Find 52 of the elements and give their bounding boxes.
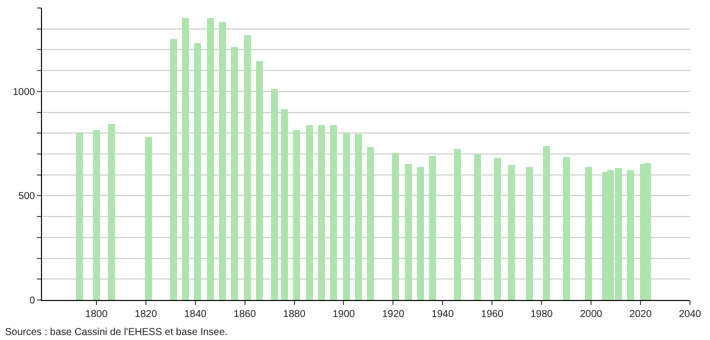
bar <box>563 157 570 300</box>
bar <box>306 125 313 300</box>
y-tick-label: 0 <box>29 296 36 306</box>
bar <box>194 43 201 300</box>
bar <box>526 167 533 300</box>
x-tick-label: 2000 <box>580 309 603 320</box>
x-tick-label: 1900 <box>332 309 356 320</box>
x-tick-label: 1940 <box>432 309 454 320</box>
x-tick-label: 1980 <box>530 309 554 320</box>
source-note: Sources : base Cassini de l'EHESS et base Insee. <box>5 327 228 338</box>
bar <box>256 61 263 300</box>
bar <box>330 125 337 300</box>
x-tick-label: 1840 <box>184 309 207 320</box>
x-tick-label: 1960 <box>481 309 504 320</box>
y-tick-label: 1000 <box>12 86 36 98</box>
bar <box>293 130 300 300</box>
bar <box>170 39 177 300</box>
bar <box>231 47 238 300</box>
bar <box>644 163 651 300</box>
bar <box>508 165 515 300</box>
bar <box>244 35 251 300</box>
bar <box>585 167 592 300</box>
bar <box>454 149 461 300</box>
bar <box>392 153 399 300</box>
bar <box>417 167 424 300</box>
bar <box>543 146 550 300</box>
x-tick-label: 1860 <box>234 309 256 320</box>
x-tick-label: 2020 <box>629 309 652 320</box>
bar <box>93 130 100 300</box>
bar <box>405 164 412 300</box>
bar <box>108 124 115 300</box>
bar <box>318 125 325 300</box>
bar <box>343 133 350 300</box>
bar <box>281 109 288 300</box>
bar <box>76 133 83 300</box>
bar <box>271 89 278 300</box>
x-tick-label: 1880 <box>283 309 306 320</box>
x-tick-label: 1920 <box>382 309 405 320</box>
x-tick-label: 2040 <box>678 309 702 320</box>
bar <box>145 137 152 300</box>
bar <box>219 22 226 300</box>
bar <box>207 18 214 300</box>
bar <box>355 134 362 300</box>
bar <box>367 147 374 300</box>
bar <box>627 170 634 300</box>
bar <box>494 158 501 300</box>
y-tick-label: 500 <box>18 191 36 202</box>
bar <box>474 154 481 300</box>
x-tick-label: 1820 <box>134 309 158 320</box>
bar <box>429 156 436 300</box>
bar <box>182 18 189 300</box>
x-tick-label: 1800 <box>85 309 108 320</box>
